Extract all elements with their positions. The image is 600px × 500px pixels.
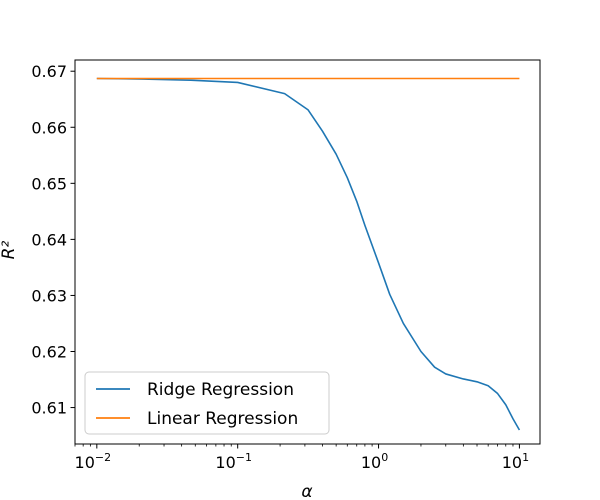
x-tick-label-0: 10−2 (75, 451, 112, 472)
series-line-0 (96, 77, 521, 431)
x-tick-label-1: 10−1 (215, 451, 252, 472)
y-tick-label-5: 0.66 (31, 118, 67, 137)
x-axis-ticks: 10−2 10−1 100 101 (75, 444, 529, 472)
legend-label-0: Ridge Regression (147, 380, 294, 400)
plot-frame (74, 59, 541, 445)
y-tick-label-2: 0.63 (31, 286, 67, 305)
legend: Ridge Regression Linear Regression (84, 371, 330, 435)
y-tick-label-0: 0.61 (31, 399, 67, 418)
y-axis-label: R² (0, 241, 19, 260)
y-tick-label-4: 0.65 (31, 174, 67, 193)
legend-box (84, 371, 330, 435)
y-tick-label-1: 0.62 (31, 343, 67, 362)
x-tick-label-3: 101 (502, 451, 529, 472)
y-tick-label-6: 0.67 (31, 62, 67, 81)
y-axis-ticks: 0.61 0.62 0.63 0.64 0.65 0.66 0.67 (31, 62, 75, 418)
x-tick-label-2: 100 (361, 451, 388, 472)
series-layer (96, 77, 521, 431)
y-tick-label-3: 0.64 (31, 230, 67, 249)
legend-label-1: Linear Regression (147, 409, 298, 429)
x-axis-label: α (301, 482, 312, 500)
